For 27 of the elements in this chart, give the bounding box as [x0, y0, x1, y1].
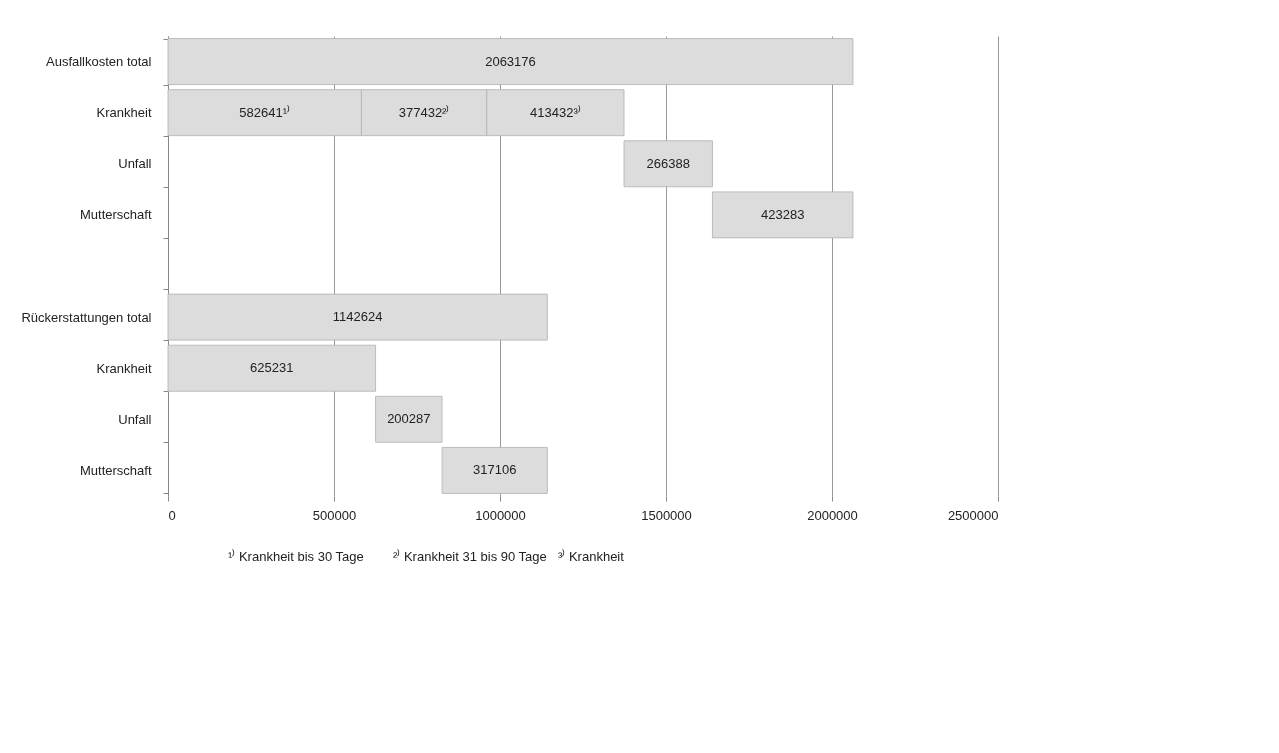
x-tick-label: 1000000: [475, 507, 526, 523]
y-tick-label: Rückerstattungen total: [21, 309, 152, 325]
text: ³⁾ Krankheit: [558, 549, 625, 564]
y-tick-label: Krankheit: [96, 105, 152, 121]
data-label: 413432³⁾: [530, 104, 581, 120]
data-label: 582641¹⁾: [239, 104, 291, 120]
data-label: 317106: [473, 462, 517, 478]
x-tick-label: 500000: [312, 507, 357, 523]
x-tick-label: 0: [168, 507, 176, 523]
y-tick-label: Unfall: [118, 156, 152, 172]
y-tick-label: Mutterschaft: [79, 462, 152, 478]
y-tick-label: Krankheit: [96, 360, 152, 376]
text: ²⁾ Krankheit 31 bis 90 Tage: [393, 549, 547, 564]
data-label: 2063176: [485, 53, 536, 69]
data-label: 266388: [646, 155, 690, 171]
x-tick-label: 1500000: [641, 507, 692, 523]
text: ¹⁾ Krankheit bis 30 Tage: [228, 549, 364, 564]
y-tick-label: Unfall: [118, 411, 152, 427]
y-tick-label: Mutterschaft: [79, 207, 152, 223]
x-tick-label: 2500000: [947, 507, 999, 523]
data-label: 625231: [250, 360, 294, 376]
data-label: 423283: [761, 206, 805, 222]
data-label: 1142624: [332, 309, 383, 325]
y-tick-label: Ausfallkosten total: [45, 54, 152, 70]
x-tick-label: 2000000: [807, 507, 858, 523]
data-label: 200287: [387, 411, 431, 427]
data-label: 377432²⁾: [398, 104, 450, 120]
